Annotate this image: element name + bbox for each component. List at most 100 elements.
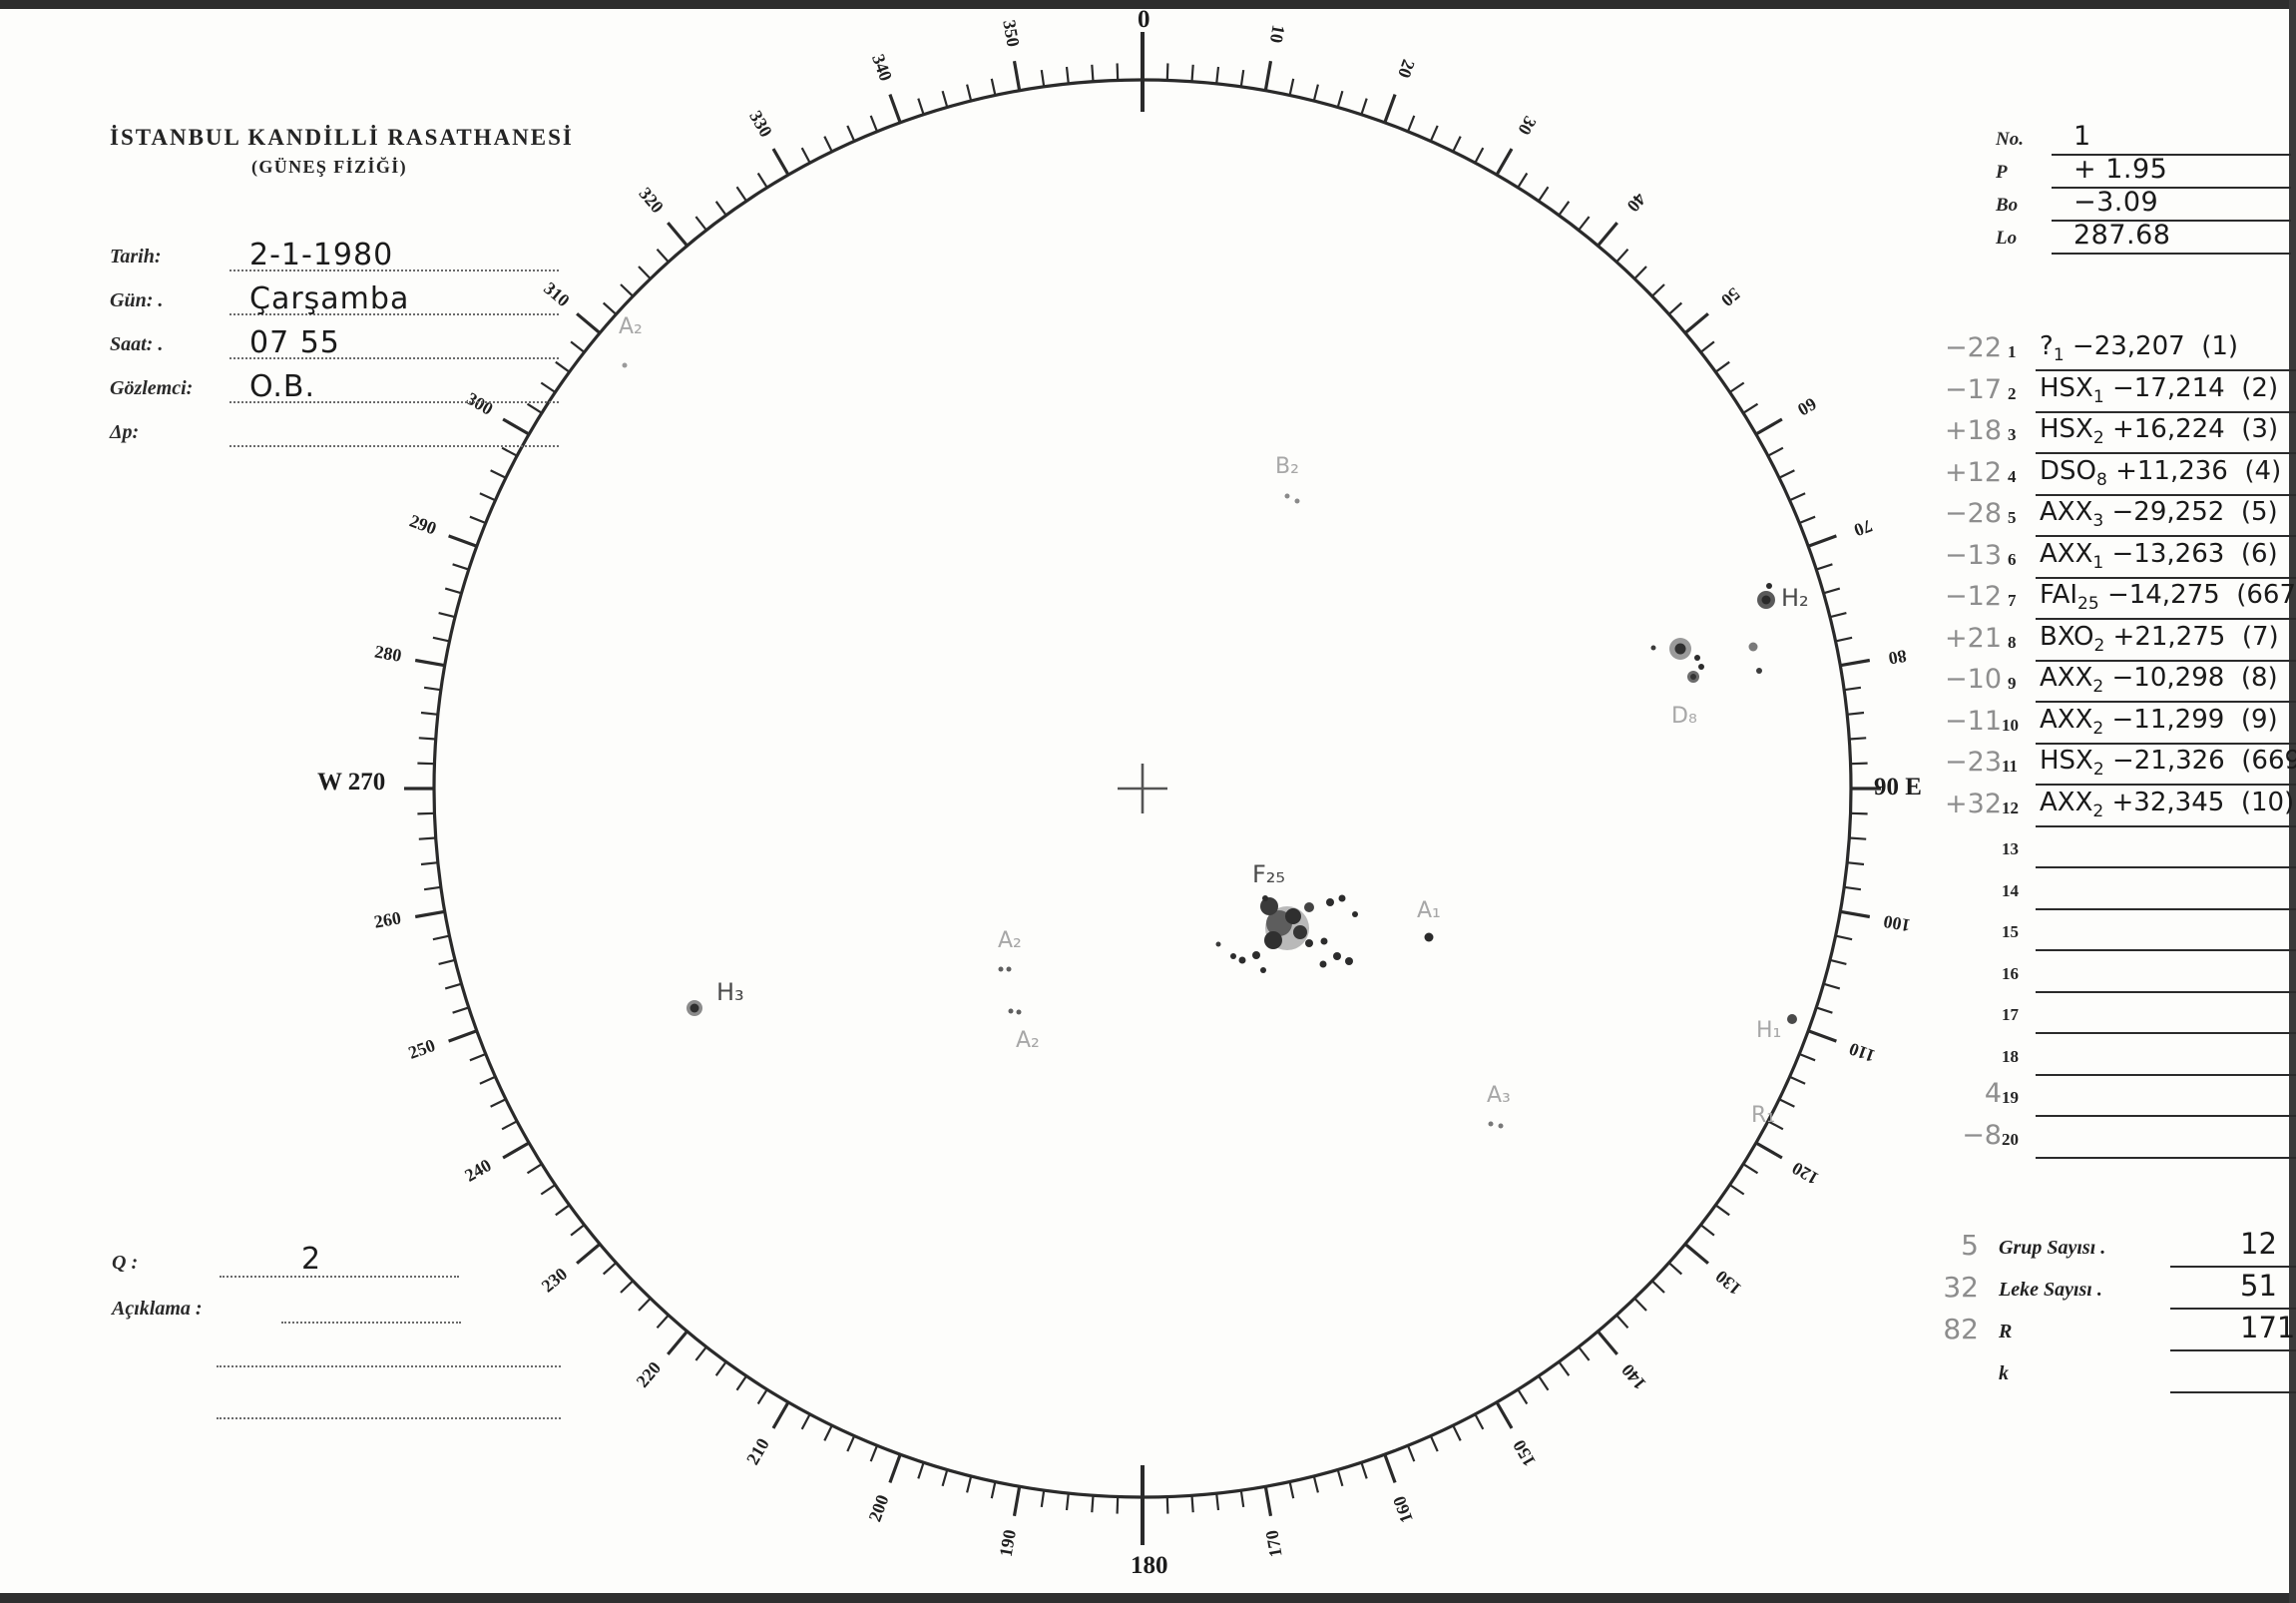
- degree-tick-minor: [1190, 1495, 1194, 1513]
- solar-param-row-lo[interactable]: Lo 287.68: [1996, 220, 2291, 257]
- sunspot-group-label-6: A₂: [998, 928, 1022, 953]
- degree-tick-major: [1383, 94, 1397, 124]
- form-row-2[interactable]: Saat: . 07 55: [110, 325, 559, 371]
- param-rule: [2052, 220, 2291, 222]
- group-index: 14: [2002, 880, 2019, 900]
- group-rule: [2036, 1156, 2296, 1159]
- group-index: 6: [2008, 549, 2017, 569]
- degree-tick-minor: [638, 1297, 652, 1312]
- group-coords: −13,263: [2111, 538, 2225, 569]
- sunspot-34: [687, 1000, 702, 1016]
- field-aciklama[interactable]: Açıklama :: [112, 1294, 461, 1339]
- group-row-4[interactable]: +12 4 DSO8 +11,236 (4): [1936, 455, 2296, 501]
- degree-tick-major: [1755, 1141, 1783, 1160]
- group-index: 15: [2002, 922, 2019, 941]
- group-coords: +16,224: [2111, 414, 2225, 444]
- group-row-3[interactable]: +18 3 HSX2 +16,224 (3): [1936, 414, 2296, 459]
- aciklama-extra-line-1[interactable]: [112, 1339, 561, 1391]
- field-q[interactable]: Q : 2: [112, 1242, 461, 1294]
- group-row-1[interactable]: −22 1 ?1 −23,207 (1): [1936, 331, 2296, 376]
- summary-rule: [2170, 1349, 2296, 1351]
- degree-label-130: 130: [1711, 1267, 1745, 1300]
- degree-tick-minor: [756, 1388, 768, 1405]
- degree-tick-major: [1012, 60, 1022, 92]
- group-entry: HSX2 −21,326 (669): [2040, 746, 2296, 780]
- group-type: DSO8: [2040, 455, 2107, 490]
- group-row-15[interactable]: 15: [1936, 914, 2296, 956]
- degree-tick-minor: [479, 1075, 496, 1085]
- summary-row-2[interactable]: 82 R 171: [1921, 1311, 2296, 1358]
- degree-tick-major: [1383, 1453, 1397, 1483]
- degree-tick-minor: [917, 1461, 925, 1479]
- group-row-13[interactable]: 13: [1936, 831, 2296, 873]
- aciklama-extra-line-2[interactable]: [112, 1391, 561, 1443]
- aciklama-dotted-rule: [281, 1322, 461, 1324]
- degree-label-80: 80: [1887, 646, 1908, 669]
- group-pencil-latitude: −12: [1945, 581, 2002, 612]
- group-row-20[interactable]: −8 20: [1936, 1120, 2296, 1164]
- group-type: HSX1: [2040, 372, 2104, 407]
- group-spot-count: 8: [2096, 469, 2107, 490]
- group-row-6[interactable]: −13 6 AXX1 −13,263 (6): [1936, 538, 2296, 584]
- sunspot-0: [1265, 906, 1309, 950]
- degree-tick-minor: [1538, 186, 1550, 203]
- group-row-10[interactable]: −11 10 AXX2 −11,299 (9): [1936, 705, 2296, 750]
- degree-label-190: 190: [996, 1528, 1020, 1558]
- degree-tick-minor: [1633, 1297, 1647, 1312]
- param-value: 287.68: [2073, 220, 2171, 251]
- degree-tick-minor: [1165, 1496, 1169, 1514]
- form-row-3[interactable]: Gözlemci: O.B.: [110, 369, 559, 415]
- solar-param-row-no[interactable]: No. 1: [1996, 121, 2291, 158]
- summary-row-3[interactable]: k: [1921, 1358, 2296, 1400]
- group-pencil-latitude: 4: [1984, 1078, 2002, 1109]
- degree-label-200: 200: [865, 1492, 893, 1524]
- sunspot-30: [1690, 674, 1696, 680]
- form-row-0[interactable]: Tarih: 2-1-1980: [110, 238, 559, 283]
- degree-tick-minor: [602, 1262, 618, 1276]
- group-type: AXX3: [2040, 497, 2104, 532]
- form-dotted-rule: [230, 313, 559, 315]
- sunspot-10: [1305, 939, 1313, 947]
- form-label: Gün: .: [110, 289, 164, 311]
- summary-row-0[interactable]: 5 Grup Sayısı . 12: [1921, 1227, 2296, 1275]
- group-row-17[interactable]: 17: [1936, 997, 2296, 1039]
- form-label: Δp:: [110, 421, 140, 443]
- degree-label-240: 240: [461, 1155, 494, 1186]
- degree-tick-major: [667, 1330, 689, 1355]
- sunspot-31: [1650, 645, 1656, 651]
- group-spot-count: 25: [2077, 594, 2099, 615]
- degree-tick-minor: [490, 469, 507, 479]
- group-row-14[interactable]: 14: [1936, 873, 2296, 915]
- solar-param-row-p[interactable]: P + 1.95: [1996, 154, 2291, 191]
- degree-tick-major: [667, 222, 689, 248]
- group-entry: AXX2 +32,345 (10): [2040, 788, 2294, 821]
- sunspot-17: [1260, 967, 1266, 973]
- degree-tick-minor: [1789, 1075, 1806, 1085]
- limb-circle: [432, 78, 1853, 1499]
- cardinal-south-label: 180: [1131, 1552, 1168, 1579]
- summary-row-1[interactable]: 32 Leke Sayısı . 51: [1921, 1269, 2296, 1317]
- group-row-19[interactable]: 4 19: [1936, 1078, 2296, 1122]
- form-row-1[interactable]: Gün: . Çarşamba: [110, 281, 559, 327]
- group-row-8[interactable]: +21 8 BXO2 +21,275 (7): [1936, 622, 2296, 667]
- degree-tick-minor: [555, 1204, 571, 1217]
- form-row-4[interactable]: Δp:: [110, 415, 559, 459]
- group-row-7[interactable]: −12 7 FAI25 −14,275 (667): [1936, 580, 2296, 625]
- group-rule: [2036, 369, 2296, 371]
- group-spot-count: 2: [2092, 760, 2104, 781]
- group-number: (5): [2240, 497, 2278, 527]
- solar-param-row-bo[interactable]: Bo −3.09: [1996, 187, 2291, 224]
- degree-tick-minor: [620, 1280, 635, 1294]
- group-row-2[interactable]: −17 2 HSX1 −17,214 (2): [1936, 372, 2296, 418]
- group-row-5[interactable]: −28 5 AXX3 −29,252 (5): [1936, 497, 2296, 542]
- degree-tick-minor: [990, 1481, 997, 1499]
- group-row-18[interactable]: 18: [1936, 1039, 2296, 1081]
- sunspot-7: [1252, 951, 1260, 959]
- degree-tick-minor: [1846, 711, 1865, 716]
- group-row-16[interactable]: 16: [1936, 956, 2296, 998]
- degree-tick-minor: [438, 958, 456, 965]
- group-row-9[interactable]: −10 9 AXX2 −10,298 (8): [1936, 663, 2296, 708]
- group-row-12[interactable]: +32 12 AXX2 +32,345 (10): [1936, 788, 2296, 832]
- sunspot-group-label-5: A₁: [1417, 898, 1441, 923]
